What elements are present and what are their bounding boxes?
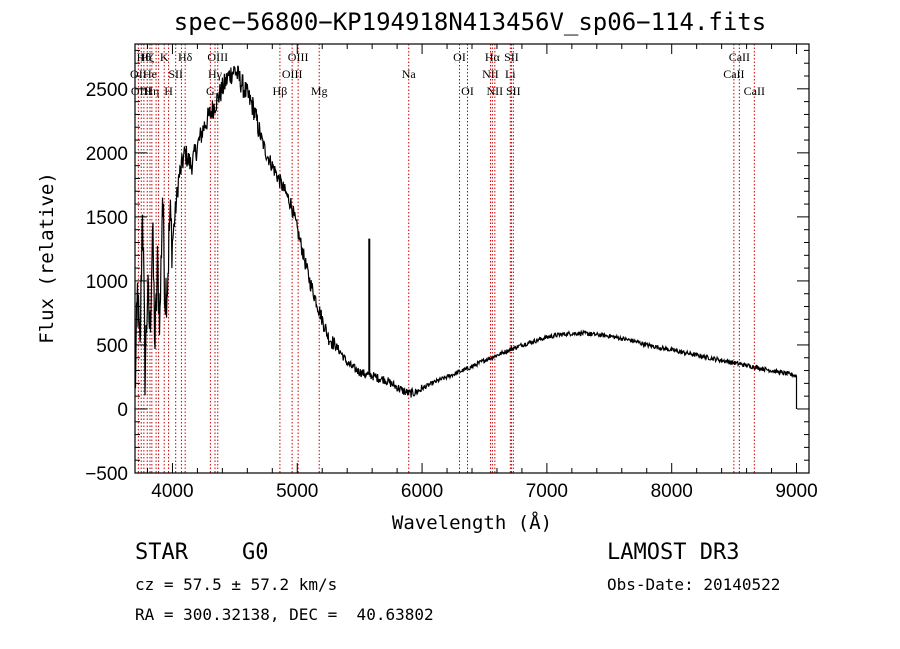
- line-label-15: OIII: [207, 50, 228, 64]
- line-label-9: H: [164, 84, 173, 98]
- x-tick-label-7000: 7000: [526, 481, 568, 502]
- line-label-16: Hβ: [273, 84, 288, 98]
- x-tick-label-8000: 8000: [651, 481, 693, 502]
- y-tick-label-500: 500: [96, 336, 128, 357]
- line-label-14: Hγ: [208, 67, 223, 81]
- line-label-19: Mg: [311, 84, 328, 98]
- x-axis-label: Wavelength (Å): [392, 511, 552, 534]
- line-label-10: SII: [168, 67, 183, 81]
- x-tick-label-4000: 4000: [151, 481, 193, 502]
- y-tick-label-2000: 2000: [86, 144, 128, 165]
- y-tick-label-1000: 1000: [86, 272, 128, 293]
- line-label-20: Na: [402, 67, 417, 81]
- line-label-28: SII: [506, 84, 521, 98]
- spectrum-series-line: [134, 65, 798, 409]
- y-tick-label-2500: 2500: [86, 80, 128, 101]
- y-tick-label-0: 0: [117, 400, 128, 421]
- axis-tick-labels: 4000 5000 6000 7000 8000 9000 −500 0 500 1000 1500…: [85, 80, 817, 502]
- line-label-22: OI: [461, 84, 474, 98]
- line-label-18: OIII: [288, 50, 309, 64]
- chart-title: spec−56800−KP194918N413456V_sp06−114.fit…: [174, 8, 766, 36]
- line-label-23: NII: [482, 67, 499, 81]
- y-tick-label--500: −500: [85, 464, 128, 485]
- y-axis-label: Flux (relative): [36, 172, 58, 344]
- x-tick-label-6000: 6000: [401, 481, 443, 502]
- line-label-3: Hζ: [140, 50, 154, 64]
- line-label-2: Hθ: [137, 50, 152, 64]
- x-tick-label-9000: 9000: [775, 481, 817, 502]
- axis-ticks: [135, 44, 809, 474]
- line-label-27: SII: [504, 50, 519, 64]
- x-tick-label-5000: 5000: [276, 481, 318, 502]
- line-label-13: G: [206, 84, 215, 98]
- survey-name: LAMOST DR3: [607, 540, 740, 565]
- line-label-12: Hδ: [178, 50, 193, 64]
- emission-line-markers: [137, 44, 755, 473]
- line-label-17: OIII: [282, 67, 303, 81]
- object-class: STAR: [135, 540, 188, 565]
- line-label-24: Hα: [485, 50, 501, 64]
- line-label-8: K: [160, 50, 169, 64]
- line-label-25: NII: [487, 84, 504, 98]
- object-subclass: G0: [242, 540, 269, 565]
- line-label-0: OII: [130, 67, 147, 81]
- line-label-5: Hη: [144, 84, 159, 98]
- ra-dec-coordinates: RA = 300.32138, DEC = 40.63802: [135, 605, 434, 624]
- line-label-31: CaII: [744, 84, 765, 98]
- plot-frame: [134, 43, 810, 474]
- line-label-4: He: [143, 67, 157, 81]
- line-label-1: OIII: [131, 84, 152, 98]
- observation-date: Obs-Date: 20140522: [607, 575, 781, 594]
- line-label-21: OI: [453, 50, 466, 64]
- y-tick-label-1500: 1500: [86, 208, 128, 229]
- redshift-cz: cz = 57.5 ± 57.2 km/s: [135, 575, 338, 594]
- line-label-30: CaII: [729, 50, 750, 64]
- line-label-26: Li: [505, 67, 516, 81]
- line-label-29: CaII: [723, 67, 744, 81]
